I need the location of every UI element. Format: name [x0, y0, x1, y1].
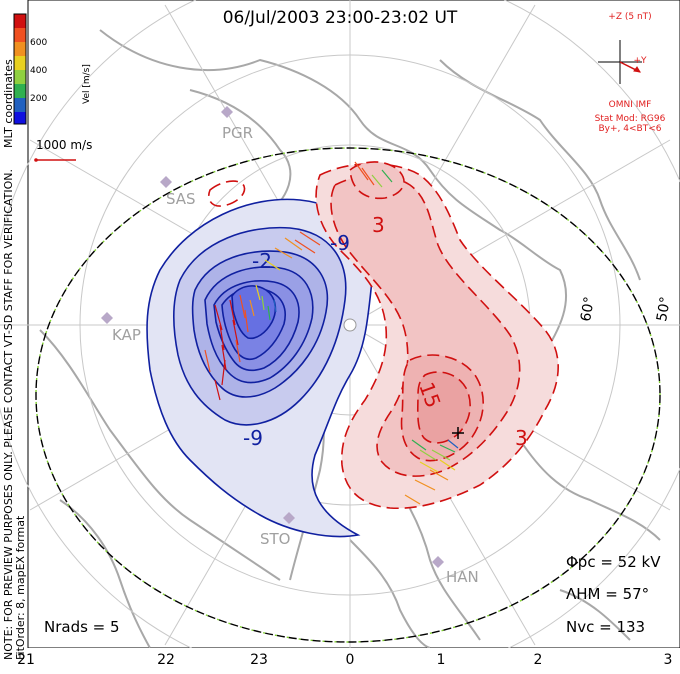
mlt-tick-0: 0 [345, 652, 355, 668]
imf-source: OMNI IMF [608, 100, 652, 110]
map-frame [27, 0, 680, 648]
imf-condition: By+, 4<BT<6 [598, 124, 662, 134]
contour-label-neg9-top: -9 [330, 231, 350, 255]
n-rads-stat: Nrads = 5 [44, 618, 120, 636]
mlt-axis: 21 22 23 0 1 2 3 [0, 652, 680, 672]
station-pgr: PGR [222, 124, 254, 142]
phi-pc-stat: Φpc = 52 kV [566, 553, 661, 571]
map-title: 06/Jul/2003 23:00-23:02 UT [222, 8, 458, 28]
side-note: NOTE: FOR PREVIEW PURPOSES ONLY. PLEASE … [2, 59, 27, 660]
fit-order-note: FitOrder: 8, mapEX format [14, 515, 27, 660]
mlt-coordinates-note: MLT coordinates [2, 59, 15, 148]
velocity-vectors [204, 161, 459, 505]
mlt-tick-1: 1 [436, 652, 446, 668]
imf-model: Stat Mod: RG96 [594, 114, 666, 124]
contour-label-neg9-bottom: -9 [243, 426, 263, 450]
colorbar-label: Vel [m/s] [82, 64, 92, 104]
n-vc-stat: Nvc = 133 [566, 618, 646, 636]
imf-y-label: +Y [633, 56, 647, 66]
scale-vector [34, 158, 76, 162]
lambda-hm-stat: ΛHM = 57° [566, 585, 650, 603]
potential-max-marker [452, 427, 464, 439]
mlt-tick-3: 3 [663, 652, 673, 668]
station-kap: KAP [112, 326, 141, 344]
station-sas: SAS [166, 190, 196, 208]
imf-dial [598, 40, 642, 84]
scale-vector-label: 1000 m/s [36, 138, 93, 152]
contour-label-neg2: -2 [252, 249, 272, 273]
colorbar-tick-600: 600 [30, 38, 48, 48]
contour-label-3-bottom: 3 [515, 426, 528, 450]
mlt-tick-21: 21 [17, 652, 35, 668]
colorbar-tick-200: 200 [30, 94, 48, 104]
colorbar-tick-400: 400 [30, 66, 48, 76]
mlt-tick-22: 22 [157, 652, 175, 668]
velocity-colorbar [13, 13, 27, 125]
mlt-tick-23: 23 [250, 652, 268, 668]
negative-potential-cell [146, 198, 373, 538]
hm-boundary-green [35, 147, 661, 643]
station-markers [101, 106, 444, 568]
mlt-tick-2: 2 [533, 652, 543, 668]
station-sto: STO [260, 530, 291, 548]
pole-marker [343, 318, 357, 332]
imf-scale-label: +Z (5 nT) [608, 12, 652, 22]
positive-potential-cell [207, 161, 559, 510]
contour-label-3-top: 3 [372, 213, 385, 237]
station-han: HAN [446, 568, 479, 586]
